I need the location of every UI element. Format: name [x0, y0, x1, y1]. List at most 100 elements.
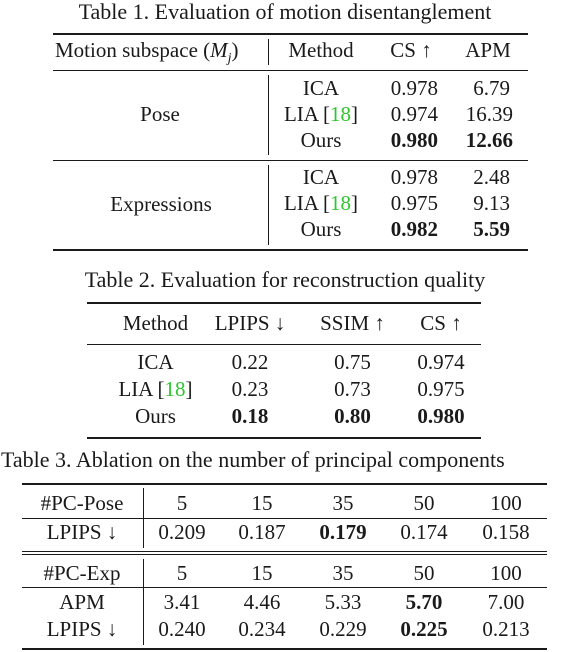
- table1-pose-cs-ica: 0.978: [390, 76, 438, 100]
- table3-exp-v0: 5: [176, 561, 188, 585]
- table3-exp-v3: 50: [413, 561, 435, 585]
- method-text: LIA [: [283, 191, 331, 215]
- method-suffix: ]: [351, 191, 359, 215]
- table1-header-rule: [53, 70, 528, 71]
- table3-pose-lpips-label: LPIPS ↓: [46, 520, 118, 544]
- table1-pose-method-ica: ICA: [302, 76, 340, 100]
- table3-bottom-rule: [22, 648, 547, 650]
- table2-caption: Table 2. Evaluation for reconstruction q…: [84, 267, 486, 292]
- table1-expr-cs-lia: 0.975: [390, 191, 438, 215]
- table1-pose-apm-lia: 16.39: [465, 102, 513, 126]
- table3-exp-lpips-2: 0.229: [319, 617, 367, 641]
- table1-caption: Table 1. Evaluation of motion disentangl…: [78, 0, 492, 24]
- table2-top-rule: [87, 302, 481, 304]
- table1-expr-divider: [268, 165, 269, 245]
- method-suffix: ]: [185, 377, 193, 401]
- table3-exp-lpips-4: 0.213: [482, 617, 530, 641]
- table3-caption: Table 3. Ablation on the number of princ…: [1, 447, 505, 472]
- table2-lpips-ica: 0.22: [231, 350, 269, 374]
- table1-expr-method-ours: Ours: [300, 217, 342, 241]
- table1-pose-cs-lia: 0.974: [390, 102, 438, 126]
- table2-header-rule: [87, 344, 481, 345]
- table2-lpips-ours: 0.18: [231, 404, 269, 428]
- table1-header-method: Method: [288, 38, 354, 62]
- table1-pose-apm-ours: 12.66: [465, 128, 513, 152]
- table3-exp-apm-0: 3.41: [163, 590, 201, 614]
- table1-expr-apm-lia: 9.13: [473, 191, 510, 215]
- table3-exp-apm-4: 7.00: [487, 590, 525, 614]
- method-text: LIA [: [283, 102, 331, 126]
- table3-pose-v0: 5: [176, 491, 188, 515]
- table3-top-rule: [22, 483, 547, 485]
- table3-mid-rule-a: [22, 551, 547, 552]
- table2-header-ssim: SSIM ↑: [320, 311, 385, 335]
- table3-exp-apm-1: 4.46: [243, 590, 281, 614]
- table1-group-pose: Pose: [140, 102, 180, 126]
- table3-pose-divider: [143, 488, 144, 548]
- table1-header-apm: APM: [465, 38, 511, 62]
- table2-ssim-lia: 0.73: [334, 377, 371, 401]
- table3-pose-lpips-1: 0.187: [238, 520, 286, 544]
- table1-bottom-rule: [53, 249, 528, 251]
- table2-cs-ica: 0.974: [417, 350, 465, 374]
- table3-exp-apm-2: 5.33: [324, 590, 362, 614]
- method-suffix: ]: [351, 102, 359, 126]
- table3-exp-v4: 100: [490, 561, 522, 585]
- table1-expr-apm-ours: 5.59: [473, 217, 510, 241]
- table1-top-rule: [53, 33, 528, 35]
- table3-pose-lpips-2: 0.179: [319, 520, 367, 544]
- subspace-suffix: ): [231, 38, 239, 62]
- table1-expr-cs-ica: 0.978: [390, 165, 438, 189]
- table2-lpips-lia: 0.23: [231, 377, 269, 401]
- table1-pose-apm-ica: 6.79: [473, 76, 510, 100]
- table3-pose-rule: [22, 518, 547, 519]
- table3-exp-rule: [22, 587, 547, 588]
- table2-ssim-ours: 0.80: [334, 404, 371, 428]
- table3-exp-lpips-1: 0.234: [238, 617, 286, 641]
- table1-header-divider: [268, 39, 269, 65]
- table2-method-ica: ICA: [137, 350, 174, 374]
- table1-expr-method-ica: ICA: [302, 165, 340, 189]
- table3-exp-label: #PC-Exp: [43, 561, 121, 585]
- table1-header-subspace: Motion subspace (Mj): [55, 38, 239, 67]
- table2-method-lia: LIA [18]: [98, 377, 213, 402]
- table3-pose-v2: 35: [332, 491, 354, 515]
- table1-expr-method-lia: LIA [18]: [270, 191, 372, 216]
- table3-exp-v1: 15: [251, 561, 273, 585]
- table3-exp-lpips-label: LPIPS ↓: [46, 617, 118, 641]
- table1-expr-apm-ica: 2.48: [473, 165, 510, 189]
- table1-pose-divider: [268, 75, 269, 155]
- table2-header-lpips: LPIPS ↓: [214, 311, 286, 335]
- table3-exp-apm-3: 5.70: [405, 590, 443, 614]
- table2-header-cs: CS ↑: [420, 311, 462, 335]
- table2-method-ours: Ours: [135, 404, 176, 428]
- table3-mid-rule-b: [22, 554, 547, 555]
- table3-pose-lpips-0: 0.209: [158, 520, 206, 544]
- table1-pose-cs-ours: 0.980: [390, 128, 438, 152]
- table1-group-rule: [53, 160, 528, 161]
- table3-exp-lpips-0: 0.240: [158, 617, 206, 641]
- table2-header-method: Method: [122, 311, 189, 335]
- table2-cs-ours: 0.980: [417, 404, 465, 428]
- table3-pose-v4: 100: [490, 491, 522, 515]
- citation-link[interactable]: 18: [164, 377, 186, 401]
- subspace-prefix: Motion subspace (: [55, 38, 211, 62]
- table3-pose-v3: 50: [413, 491, 435, 515]
- citation-link[interactable]: 18: [330, 102, 352, 126]
- table1-pose-method-lia: LIA [18]: [270, 102, 372, 127]
- subspace-math: M: [210, 38, 228, 62]
- table1-header-cs: CS ↑: [390, 38, 432, 62]
- method-text: LIA [: [118, 377, 165, 401]
- table3-exp-v2: 35: [332, 561, 354, 585]
- table3-pose-lpips-4: 0.158: [482, 520, 530, 544]
- subspace-sub: j: [227, 51, 232, 67]
- table1-pose-method-ours: Ours: [300, 128, 342, 152]
- table3-pose-v1: 15: [251, 491, 273, 515]
- table3-pose-lpips-3: 0.174: [400, 520, 448, 544]
- table3-pose-label: #PC-Pose: [40, 491, 124, 515]
- table1-group-expressions: Expressions: [110, 192, 212, 216]
- table1-expr-cs-ours: 0.982: [390, 217, 438, 241]
- table3-exp-divider: [143, 559, 144, 645]
- table3-exp-apm-label: APM: [59, 590, 105, 614]
- citation-link[interactable]: 18: [330, 191, 352, 215]
